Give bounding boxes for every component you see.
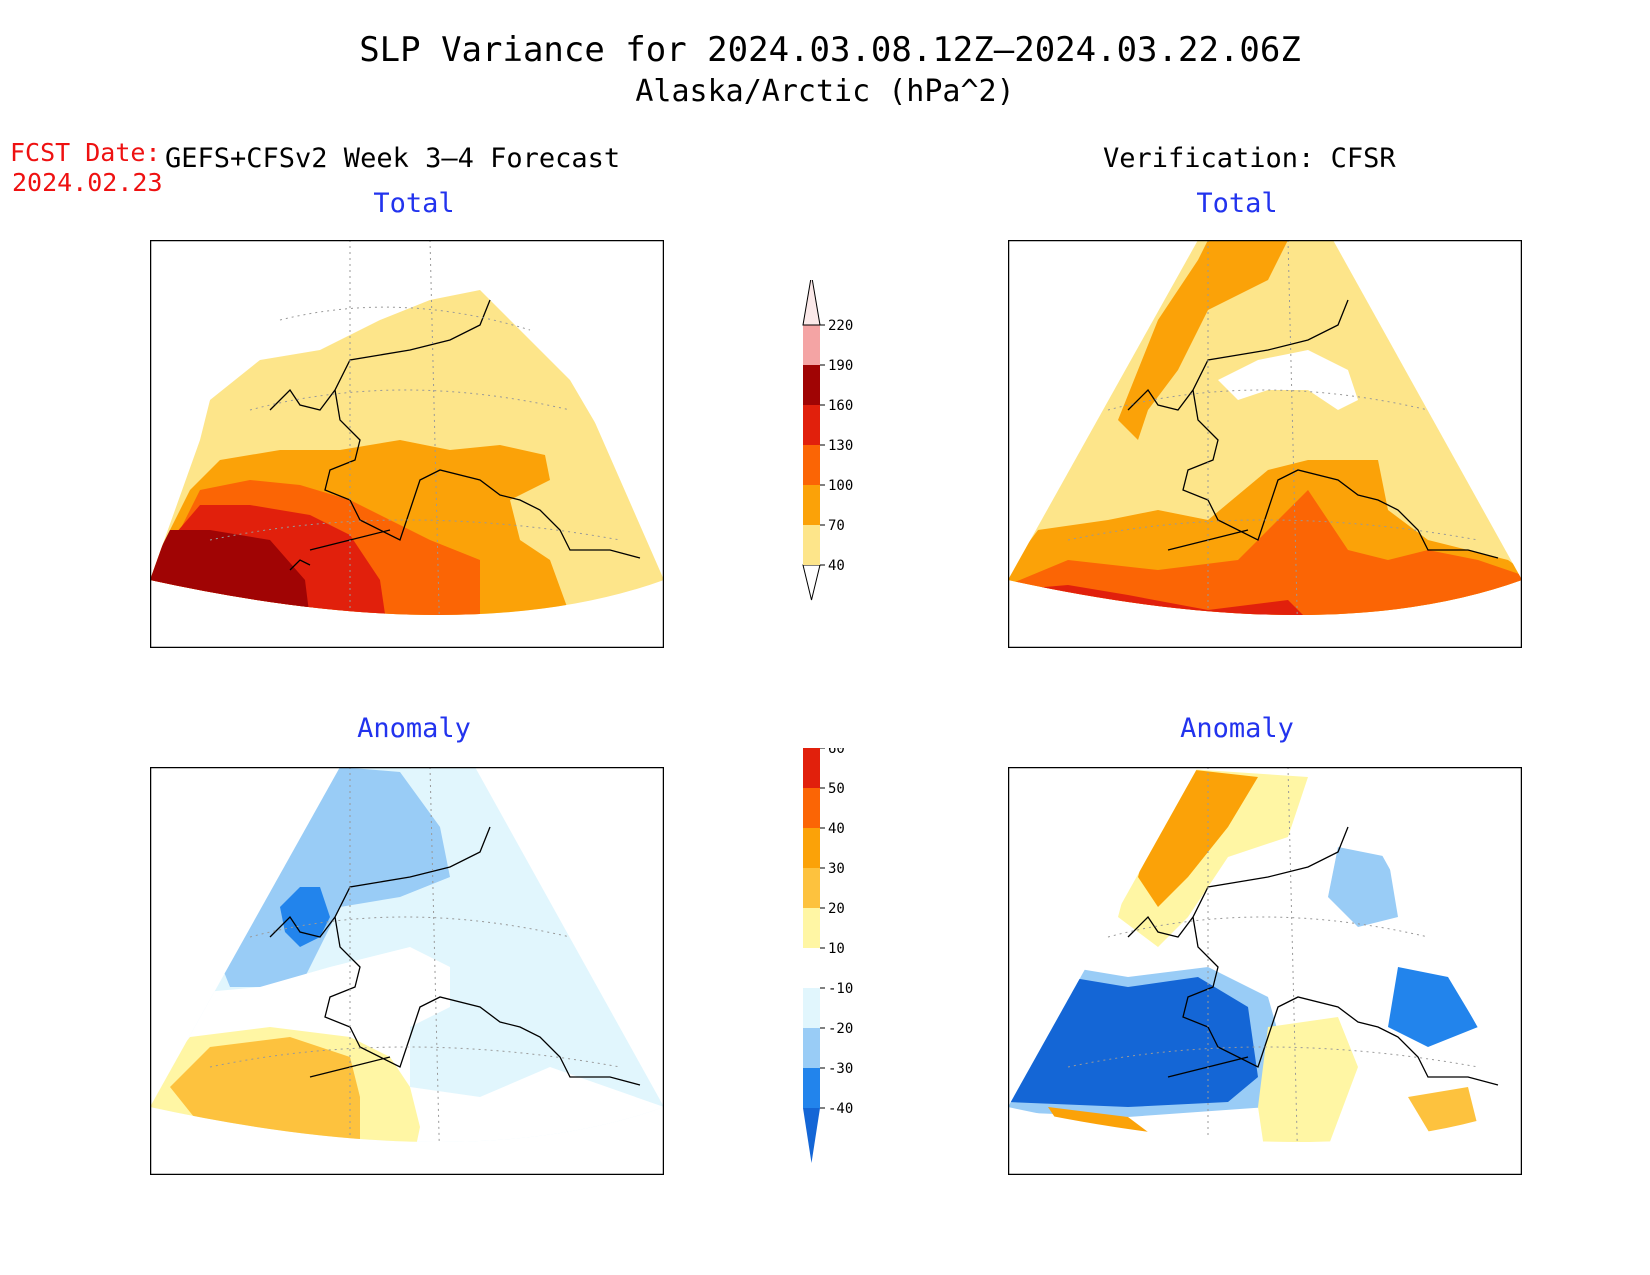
colorbar-label: -40 bbox=[828, 1101, 853, 1117]
colorbar-bin bbox=[803, 365, 820, 405]
colorbar-bin bbox=[803, 485, 820, 525]
verification-column-header: Verification: CFSR bbox=[1103, 143, 1396, 174]
forecast-total-title: Total bbox=[373, 188, 455, 219]
fill-below-40 bbox=[1218, 350, 1358, 410]
colorbar-bin bbox=[803, 948, 820, 988]
fill-160-190 bbox=[150, 530, 310, 615]
colorbar-label: -20 bbox=[828, 1021, 853, 1037]
figure-subtitle: Alaska/Arctic (hPa^2) bbox=[635, 74, 1015, 109]
colorbar-label: 10 bbox=[828, 941, 845, 957]
graticule bbox=[209, 240, 621, 615]
verification-anomaly-title: Anomaly bbox=[1180, 713, 1294, 744]
colorbar-bin bbox=[803, 405, 820, 445]
colorbar-bin bbox=[803, 868, 820, 908]
forecast-anomaly-map bbox=[150, 767, 664, 1175]
colorbar-label: 40 bbox=[828, 558, 845, 574]
colorbar-label: 100 bbox=[828, 478, 853, 494]
anomaly-colorbar: -40 -30 -20 -10 10 20 30 40 50 60 bbox=[803, 748, 853, 1163]
colorbar-bin bbox=[803, 788, 820, 828]
fill-minus30-minus20 bbox=[210, 767, 450, 987]
colorbar-label: 70 bbox=[828, 518, 845, 534]
colorbar-label: 190 bbox=[828, 358, 853, 374]
colorbar-bin bbox=[803, 525, 820, 565]
colorbar-bin bbox=[803, 325, 820, 365]
colorbar-bin bbox=[803, 828, 820, 868]
colorbar-bin bbox=[803, 988, 820, 1028]
verification-total-title: Total bbox=[1196, 188, 1278, 219]
colorbar-label: 160 bbox=[828, 398, 853, 414]
graticule bbox=[1067, 767, 1479, 1142]
colorbar-label: 130 bbox=[828, 438, 853, 454]
fill-70-100-north bbox=[1118, 240, 1288, 440]
fcst-date-value: 2024.02.23 bbox=[12, 168, 163, 197]
verification-total-map bbox=[1008, 240, 1522, 648]
forecast-total-map bbox=[150, 240, 664, 648]
colorbar-bin bbox=[803, 748, 820, 788]
colorbar-tip-low bbox=[802, 564, 821, 601]
colorbar-label: 30 bbox=[828, 861, 845, 877]
fill-below-minus40 bbox=[1008, 977, 1258, 1107]
colorbar-bin bbox=[803, 1108, 820, 1163]
forecast-anomaly-title: Anomaly bbox=[357, 713, 471, 744]
figure-title: SLP Variance for 2024.03.08.12Z–2024.03.… bbox=[359, 30, 1301, 70]
colorbar-label: 20 bbox=[828, 901, 845, 917]
graticule bbox=[1067, 240, 1479, 615]
colorbar-bin bbox=[803, 908, 820, 948]
total-colorbar: 40 70 100 130 160 190 220 bbox=[802, 280, 853, 601]
colorbar-label: 40 bbox=[828, 821, 845, 837]
colorbar-label: 220 bbox=[828, 318, 853, 334]
graticule bbox=[209, 767, 621, 1142]
colorbar-label: 50 bbox=[828, 781, 845, 797]
colorbar-label: -30 bbox=[828, 1061, 853, 1077]
colorbar-label: -10 bbox=[828, 981, 853, 997]
fill-10-20-south bbox=[1258, 1017, 1358, 1142]
colorbar-bin bbox=[802, 280, 821, 326]
fcst-date-label: FCST Date: bbox=[10, 138, 161, 167]
colorbar-bin bbox=[803, 445, 820, 485]
colorbar-bin bbox=[803, 1028, 820, 1068]
fill-minus40-minus30 bbox=[280, 887, 330, 947]
verification-anomaly-map bbox=[1008, 767, 1522, 1175]
fill-minus40-minus30-east bbox=[1388, 967, 1478, 1047]
forecast-column-header: GEFS+CFSv2 Week 3–4 Forecast bbox=[165, 143, 621, 174]
colorbar-bin bbox=[803, 1068, 820, 1108]
colorbar-label: 60 bbox=[828, 748, 845, 757]
fill-minus30-minus20-ne bbox=[1328, 847, 1398, 927]
